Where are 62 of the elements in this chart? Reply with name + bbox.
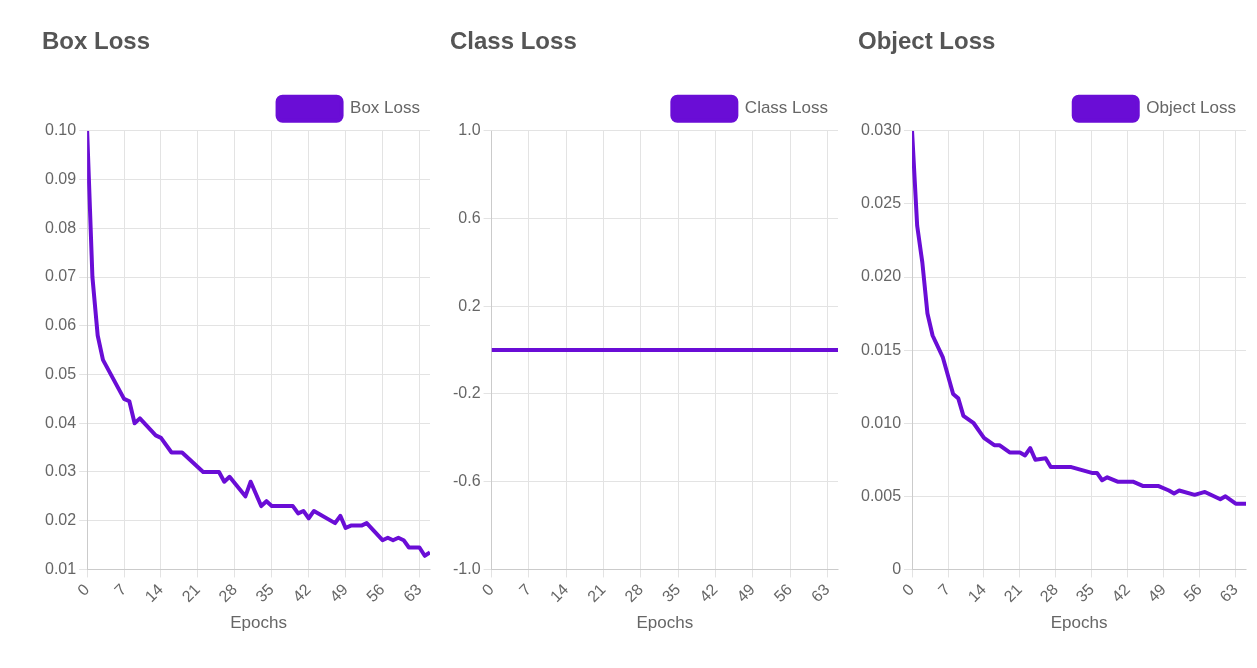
legend-label: Box Loss (350, 98, 421, 118)
x-axis-title: Epochs (1050, 613, 1108, 633)
y-tick-label: 0.030 (860, 121, 902, 139)
y-tick-label: 0.025 (860, 194, 902, 212)
x-tick-label: 28 (621, 580, 647, 606)
x-tick-label: 49 (326, 580, 351, 606)
x-tick-label: 7 (934, 580, 954, 599)
x-tick-label: 35 (1072, 580, 1098, 606)
y-tick-label: 0.03 (45, 462, 77, 480)
y-tick-label: 0.10 (45, 121, 77, 139)
x-tick-label: 63 (400, 580, 425, 606)
x-tick-label: 7 (110, 580, 130, 599)
y-tick-label: -1.0 (452, 559, 481, 577)
x-tick-label: 42 (289, 580, 314, 606)
x-tick-label: 0 (74, 580, 93, 599)
x-tick-label: 21 (178, 580, 204, 606)
x-tick-label: 14 (546, 580, 572, 606)
x-tick-label: 35 (658, 580, 684, 606)
y-tick-label: 0.010 (860, 413, 902, 431)
x-tick-label: 49 (1144, 580, 1170, 606)
legend-label: Class Loss (744, 98, 828, 118)
x-tick-label: 28 (1036, 580, 1062, 606)
x-tick-label: 28 (215, 580, 241, 606)
x-tick-label: 35 (252, 580, 278, 606)
x-tick-label: 42 (696, 580, 721, 606)
x-tick-label: 7 (515, 580, 535, 599)
x-tick-label: 0 (478, 580, 497, 599)
y-tick-label: 0 (892, 559, 902, 577)
y-tick-label: -0.6 (452, 472, 481, 490)
y-tick-label: 0.06 (45, 316, 77, 334)
x-tick-label: 56 (770, 580, 796, 606)
y-tick-label: 0.6 (458, 208, 481, 226)
x-tick-label: 42 (1108, 580, 1134, 606)
x-tick-label: 21 (584, 580, 609, 606)
y-tick-label: 0.02 (45, 511, 77, 529)
legend-label: Object Loss (1146, 98, 1236, 118)
x-tick-label: 14 (141, 580, 167, 606)
y-tick-label: -0.2 (452, 384, 481, 402)
x-tick-label: 63 (807, 580, 833, 606)
x-tick-label: 0 (898, 580, 918, 599)
chart-title: Box Loss (42, 27, 151, 55)
y-tick-label: 0.020 (860, 267, 902, 285)
y-tick-label: 0.005 (860, 486, 902, 504)
y-tick-label: 0.09 (45, 169, 77, 187)
x-tick-label: 49 (733, 580, 759, 606)
x-tick-label: 56 (1180, 580, 1206, 606)
y-tick-label: 0.01 (45, 559, 77, 577)
x-tick-label: 56 (363, 580, 388, 606)
x-tick-label: 21 (1000, 580, 1026, 606)
y-tick-label: 0.04 (45, 413, 77, 431)
y-tick-label: 0.05 (45, 364, 77, 382)
y-tick-label: 1.0 (458, 121, 481, 139)
y-tick-label: 0.015 (860, 340, 902, 358)
y-tick-label: 0.2 (458, 296, 481, 314)
y-tick-label: 0.08 (45, 218, 77, 236)
chart-title: Class Loss (450, 27, 577, 55)
y-tick-label: 0.07 (45, 267, 77, 285)
x-axis-title: Epochs (636, 613, 694, 633)
chart-title: Object Loss (858, 27, 996, 55)
x-axis-title: Epochs (230, 613, 287, 633)
x-tick-label: 14 (964, 580, 990, 606)
x-tick-label: 63 (1216, 580, 1242, 606)
